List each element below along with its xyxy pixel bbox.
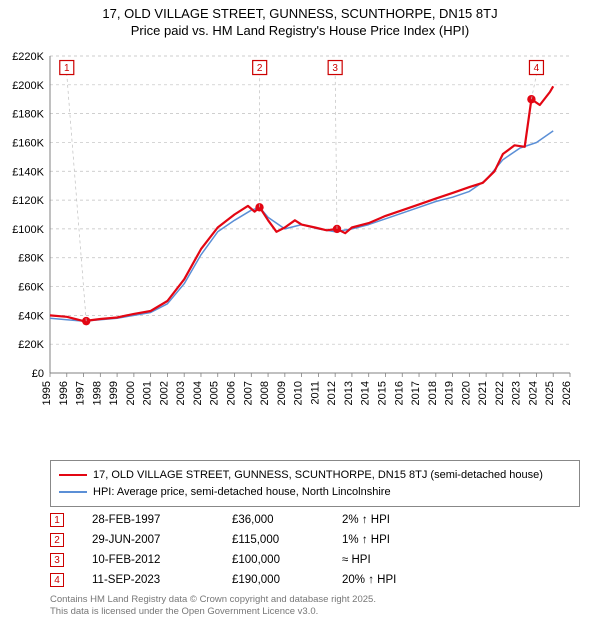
row-price-2: £115,000 [232, 534, 342, 546]
row-price-1: £36,000 [232, 514, 342, 526]
svg-text:3: 3 [332, 63, 338, 74]
svg-text:£80K: £80K [18, 253, 44, 265]
row-marker-1: 1 [50, 513, 64, 527]
chart-svg: £0£20K£40K£60K£80K£100K£120K£140K£160K£1… [50, 48, 580, 418]
svg-text:2004: 2004 [192, 381, 204, 405]
svg-text:£40K: £40K [18, 310, 44, 322]
svg-text:2013: 2013 [343, 381, 355, 405]
svg-text:2022: 2022 [494, 381, 506, 405]
row-date-4: 11-SEP-2023 [92, 574, 232, 586]
chart-title: 17, OLD VILLAGE STREET, GUNNESS, SCUNTHO… [0, 0, 600, 38]
svg-text:2: 2 [257, 63, 263, 74]
svg-text:£200K: £200K [12, 80, 44, 92]
svg-text:£160K: £160K [12, 137, 44, 149]
svg-text:2025: 2025 [544, 381, 556, 405]
svg-text:4: 4 [534, 63, 540, 74]
svg-text:2012: 2012 [326, 381, 338, 405]
svg-text:2010: 2010 [293, 381, 305, 405]
chart-plot-area: £0£20K£40K£60K£80K£100K£120K£140K£160K£1… [50, 48, 580, 418]
svg-text:2005: 2005 [209, 381, 221, 405]
svg-text:2011: 2011 [309, 381, 321, 405]
svg-text:2007: 2007 [242, 381, 254, 405]
svg-text:1995: 1995 [41, 381, 53, 405]
legend-item-1: 17, OLD VILLAGE STREET, GUNNESS, SCUNTHO… [59, 467, 571, 484]
row-price-4: £190,000 [232, 574, 342, 586]
svg-text:£60K: £60K [18, 282, 44, 294]
svg-text:£120K: £120K [12, 195, 44, 207]
table-row: 1 28-FEB-1997 £36,000 2% ↑ HPI [50, 510, 580, 530]
row-hpi-1: 2% ↑ HPI [342, 514, 462, 526]
row-marker-4: 4 [50, 573, 64, 587]
row-date-1: 28-FEB-1997 [92, 514, 232, 526]
svg-text:1999: 1999 [108, 381, 120, 405]
svg-text:2008: 2008 [259, 381, 271, 405]
row-marker-3: 3 [50, 553, 64, 567]
svg-text:2003: 2003 [175, 381, 187, 405]
row-date-3: 10-FEB-2012 [92, 554, 232, 566]
svg-text:£0: £0 [32, 368, 44, 380]
svg-text:2019: 2019 [444, 381, 456, 405]
svg-text:2006: 2006 [226, 381, 238, 405]
legend-item-2: HPI: Average price, semi-detached house,… [59, 484, 571, 501]
svg-text:2023: 2023 [511, 381, 523, 405]
legend-label-2: HPI: Average price, semi-detached house,… [93, 484, 391, 501]
title-line-2: Price paid vs. HM Land Registry's House … [0, 23, 600, 38]
svg-text:2009: 2009 [276, 381, 288, 405]
svg-text:2016: 2016 [393, 381, 405, 405]
svg-text:1: 1 [64, 63, 70, 74]
table-row: 4 11-SEP-2023 £190,000 20% ↑ HPI [50, 570, 580, 590]
row-marker-2: 2 [50, 533, 64, 547]
row-date-2: 29-JUN-2007 [92, 534, 232, 546]
row-hpi-3: ≈ HPI [342, 554, 462, 566]
svg-text:2021: 2021 [477, 381, 489, 405]
svg-text:2020: 2020 [460, 381, 472, 405]
table-row: 3 10-FEB-2012 £100,000 ≈ HPI [50, 550, 580, 570]
footer-attribution: Contains HM Land Registry data © Crown c… [50, 594, 376, 618]
svg-text:2015: 2015 [376, 381, 388, 405]
svg-text:2018: 2018 [427, 381, 439, 405]
legend-swatch-1 [59, 474, 87, 476]
footer-line-1: Contains HM Land Registry data © Crown c… [50, 594, 376, 606]
transaction-table: 1 28-FEB-1997 £36,000 2% ↑ HPI 2 29-JUN-… [50, 510, 580, 590]
legend: 17, OLD VILLAGE STREET, GUNNESS, SCUNTHO… [50, 460, 580, 507]
title-line-1: 17, OLD VILLAGE STREET, GUNNESS, SCUNTHO… [0, 6, 600, 21]
footer-line-2: This data is licensed under the Open Gov… [50, 606, 376, 618]
svg-text:2017: 2017 [410, 381, 422, 405]
svg-text:2002: 2002 [158, 381, 170, 405]
svg-text:2000: 2000 [125, 381, 137, 405]
chart-container: 17, OLD VILLAGE STREET, GUNNESS, SCUNTHO… [0, 0, 600, 620]
svg-text:£180K: £180K [12, 109, 44, 121]
legend-label-1: 17, OLD VILLAGE STREET, GUNNESS, SCUNTHO… [93, 467, 543, 484]
svg-text:2026: 2026 [561, 381, 573, 405]
svg-text:1996: 1996 [58, 381, 70, 405]
svg-text:£20K: £20K [18, 339, 44, 351]
svg-text:2024: 2024 [527, 381, 539, 405]
svg-text:2014: 2014 [360, 381, 372, 405]
table-row: 2 29-JUN-2007 £115,000 1% ↑ HPI [50, 530, 580, 550]
svg-text:£140K: £140K [12, 166, 44, 178]
svg-text:1997: 1997 [75, 381, 87, 405]
legend-swatch-2 [59, 491, 87, 493]
row-hpi-4: 20% ↑ HPI [342, 574, 462, 586]
svg-text:2001: 2001 [142, 381, 154, 405]
svg-text:£100K: £100K [12, 224, 44, 236]
svg-text:£220K: £220K [12, 51, 44, 63]
row-hpi-2: 1% ↑ HPI [342, 534, 462, 546]
svg-text:1998: 1998 [91, 381, 103, 405]
row-price-3: £100,000 [232, 554, 342, 566]
